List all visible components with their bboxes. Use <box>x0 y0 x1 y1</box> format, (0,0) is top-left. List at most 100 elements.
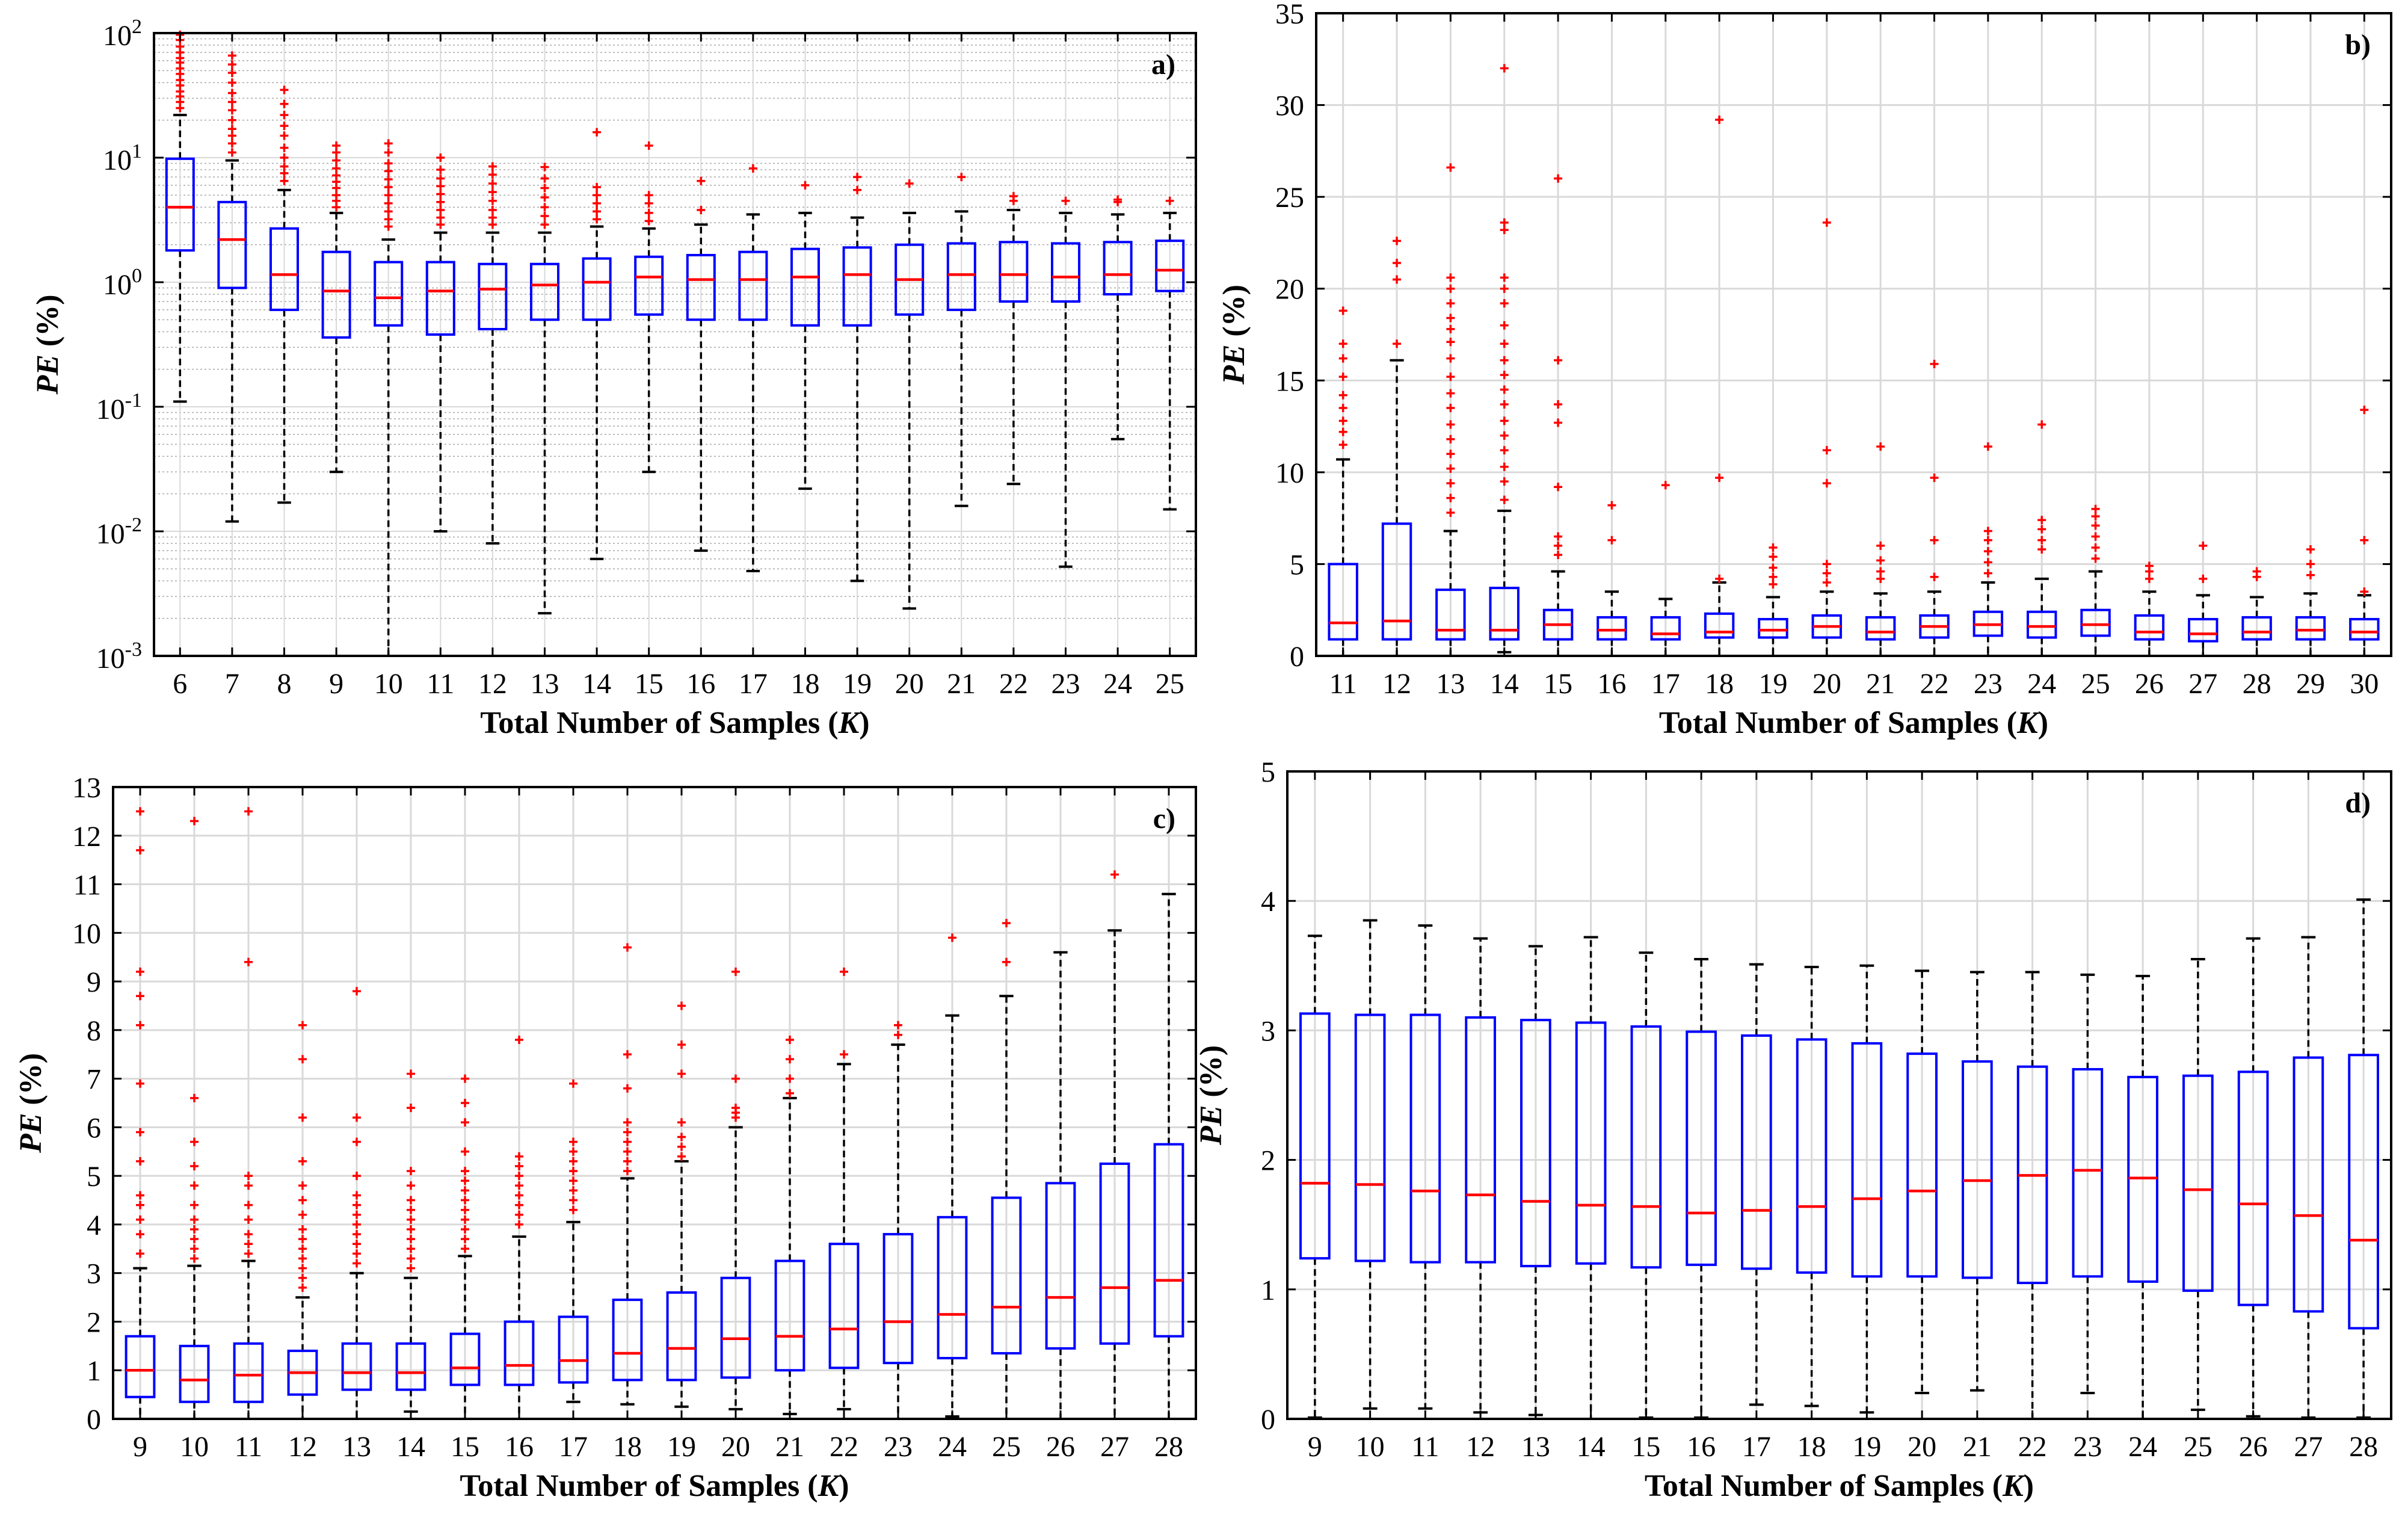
iqr-box <box>1704 612 1735 639</box>
outlier-point <box>593 182 602 191</box>
outlier-point <box>786 1055 794 1064</box>
y-tick-label: 1 <box>87 1355 101 1387</box>
outlier-point <box>1769 552 1778 561</box>
y-tick-label: 0 <box>1290 641 1304 673</box>
x-tick-label: 17 <box>739 668 768 700</box>
outlier-point <box>2199 541 2208 550</box>
iqr-box <box>1465 1016 1496 1264</box>
box-15 <box>634 141 664 474</box>
x-tick-label: 23 <box>2073 1431 2102 1463</box>
y-tick-label: 11 <box>73 870 101 901</box>
x-axis-title-suffix: ) <box>2024 1469 2034 1503</box>
y-tick-label: 100 <box>103 265 142 301</box>
outlier-point <box>332 164 341 173</box>
outlier-point <box>461 1118 469 1127</box>
outlier-point <box>748 164 757 173</box>
box-26 <box>2237 937 2269 1418</box>
iqr-box <box>882 1233 914 1365</box>
outlier-point <box>697 176 706 185</box>
outlier-point <box>298 1196 307 1205</box>
x-tick-label: 12 <box>478 668 507 700</box>
iqr-box <box>233 1342 264 1403</box>
iqr-box <box>2295 616 2326 641</box>
outlier-point <box>2360 536 2369 545</box>
iqr-box <box>1435 588 1466 641</box>
outlier-point <box>190 817 199 826</box>
box-25 <box>991 919 1022 1420</box>
outlier-point <box>384 222 393 231</box>
box-19 <box>1758 543 1788 657</box>
y-axis-title-text: (%) <box>14 1053 48 1113</box>
iqr-box <box>374 261 404 327</box>
iqr-box <box>2241 616 2272 641</box>
outlier-point <box>623 1147 632 1156</box>
outlier-point <box>1769 579 1778 588</box>
x-tick-label: 11 <box>426 668 454 700</box>
x-tick-label: 25 <box>2081 668 2110 700</box>
outlier-point <box>697 205 706 214</box>
outlier-point <box>1822 578 1831 587</box>
x-tick-label: 15 <box>451 1431 479 1463</box>
outlier-point <box>593 199 602 208</box>
axes-frame <box>1315 12 2392 657</box>
outlier-point <box>677 1152 686 1161</box>
outlier-point <box>1446 479 1455 488</box>
outlier-point <box>1446 284 1455 293</box>
x-tick-label: 27 <box>1100 1431 1129 1463</box>
outlier-point <box>227 78 236 87</box>
y-tick-label: 0 <box>87 1404 101 1436</box>
outlier-point <box>1446 420 1455 429</box>
outlier-point <box>1822 569 1831 578</box>
iqr-box <box>1630 1025 1662 1269</box>
iqr-box <box>2080 608 2111 637</box>
outlier-point <box>1554 174 1563 183</box>
outlier-point <box>136 1079 144 1088</box>
outlier-point <box>2091 554 2100 563</box>
panel-label: a) <box>1151 49 1175 81</box>
x-tick-label: 22 <box>1920 668 1949 700</box>
outlier-point <box>540 174 549 183</box>
plot-area <box>154 33 1196 656</box>
iqr-box <box>2237 1070 2269 1306</box>
outlier-point <box>1165 196 1174 205</box>
box-19 <box>666 1001 697 1408</box>
iqr-box <box>125 1335 156 1398</box>
x-tick-label: 13 <box>1521 1431 1550 1463</box>
x-tick-label: 21 <box>947 668 976 700</box>
outlier-point <box>298 1157 307 1166</box>
outlier-point <box>407 1254 415 1263</box>
panel-b: 11 12 13 14 15 16 17 18 19 20 21 22 23 24 25 26 27 28 29 30… <box>1217 0 2392 740</box>
x-tick-label: 17 <box>1742 1431 1771 1463</box>
outlier-point <box>1446 324 1455 333</box>
iqr-box <box>1050 242 1081 303</box>
x-tick-label: 20 <box>721 1431 750 1463</box>
outlier-point <box>384 215 393 224</box>
outlier-point <box>1500 273 1509 282</box>
outlier-point <box>227 60 236 69</box>
x-tick-label: 20 <box>895 668 924 700</box>
outlier-point <box>136 967 144 976</box>
x-axis-title: Total Number of Samples (K) <box>1645 1469 2034 1503</box>
outlier-point <box>136 1157 144 1166</box>
iqr-box <box>1045 1182 1076 1350</box>
outlier-point <box>190 1181 199 1190</box>
outlier-point <box>1446 372 1455 381</box>
outlier-point <box>136 846 144 854</box>
outlier-point <box>1446 493 1455 502</box>
outlier-point <box>1338 354 1347 363</box>
y-tick-label: 8 <box>87 1015 101 1047</box>
outlier-point <box>461 1205 469 1214</box>
outlier-point <box>853 185 862 194</box>
box-12 <box>478 162 508 545</box>
outlier-point <box>353 1259 361 1268</box>
iqr-box <box>790 247 821 327</box>
outlier-point <box>136 992 144 1001</box>
outlier-point <box>244 1172 253 1181</box>
x-tick-label: 20 <box>1812 668 1841 700</box>
outlier-point <box>1876 556 1885 565</box>
y-tick-exponent: 2 <box>132 16 142 38</box>
iqr-box <box>449 1332 481 1386</box>
x-axis-title-variable: K <box>2016 706 2040 740</box>
outlier-point <box>1446 163 1455 172</box>
x-tick-label: 21 <box>1866 668 1895 700</box>
